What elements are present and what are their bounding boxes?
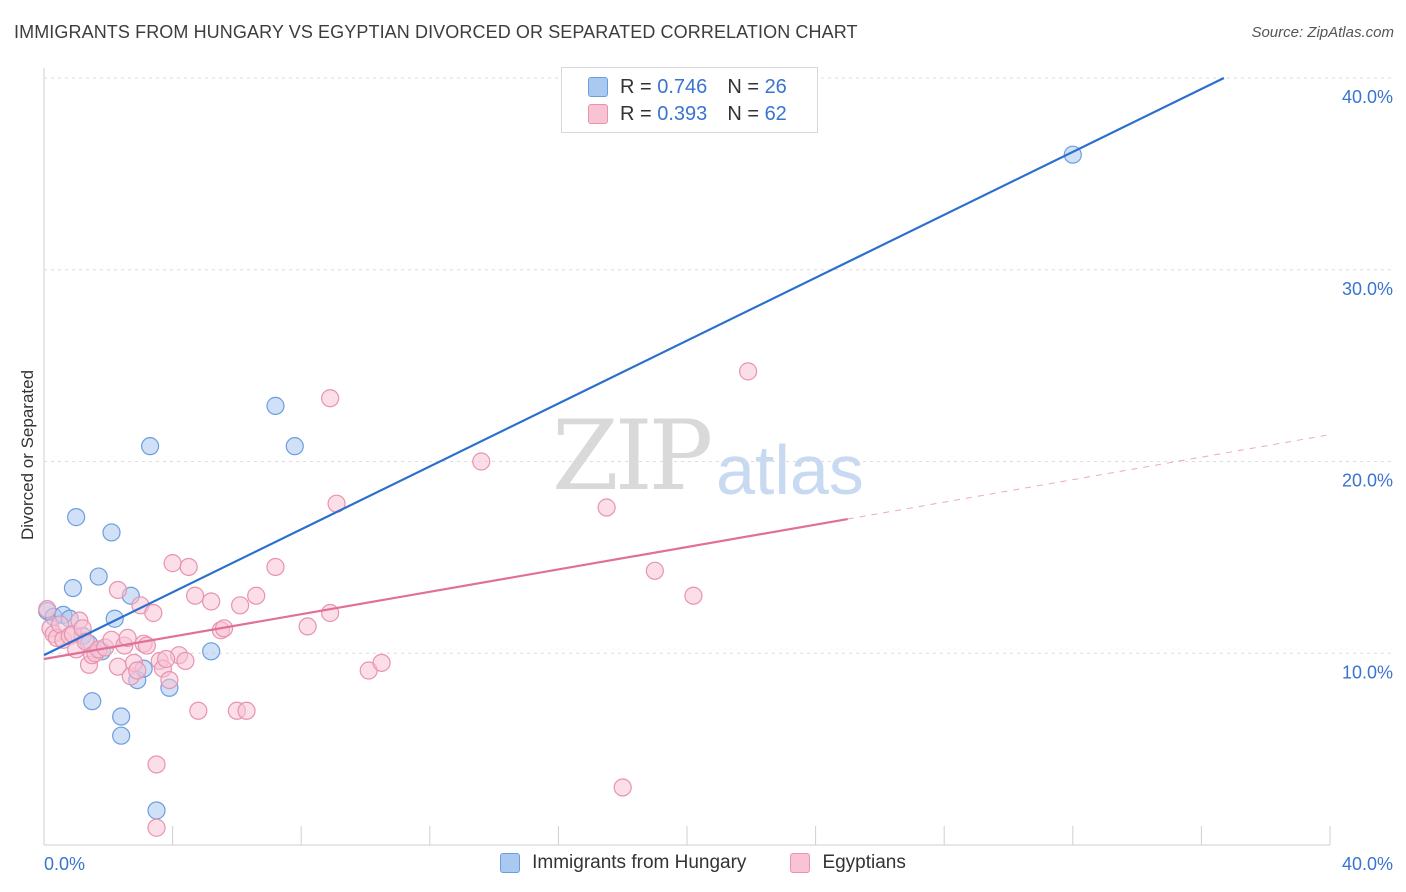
hungary-point	[202, 642, 221, 661]
r-value: 0.393	[657, 102, 708, 125]
hungary-point	[112, 707, 131, 726]
hungary-point	[112, 726, 131, 745]
egyptians-point	[128, 661, 147, 680]
egyptians-point	[472, 452, 491, 471]
hungary-point	[266, 396, 285, 415]
hungary-point	[285, 437, 304, 456]
axes	[43, 68, 1331, 846]
egyptians-point	[157, 649, 176, 669]
tick-labels: 10.0% 20.0% 30.0% 40.0% 0.0% 40.0%	[44, 87, 1393, 874]
r-label: R =	[620, 75, 652, 98]
watermark-zip: ZIP	[552, 400, 713, 512]
egyptians-point	[247, 586, 266, 605]
y-tick-label: 20.0%	[1342, 471, 1393, 491]
hungary-point	[140, 437, 160, 456]
r-value: 0.746	[657, 75, 708, 98]
hungary-swatch	[500, 853, 521, 873]
egyptians-point	[38, 600, 57, 619]
hungary-point	[147, 801, 166, 820]
stats-legend: R = 0.746 N = 26 R = 0.393 N = 62	[561, 67, 818, 133]
y-tick-label: 10.0%	[1342, 662, 1393, 682]
watermark-atlas: atlas	[716, 431, 864, 509]
source-label: Source: ZipAtlas.com	[1251, 24, 1394, 41]
series-legend: Immigrants from Hungary Egyptians	[0, 852, 1406, 874]
egyptians-trend-line	[43, 517, 848, 661]
x-tick-label: 0.0%	[44, 854, 85, 874]
egyptians-point	[613, 778, 632, 797]
hungary-point	[83, 692, 102, 711]
egyptians-point	[108, 580, 128, 600]
egyptians-point	[202, 592, 221, 611]
hungary-point	[63, 578, 83, 598]
stats-row-hungary: R = 0.746 N = 26	[588, 74, 787, 100]
x-tick-label: 40.0%	[1342, 854, 1393, 874]
y-tick-label: 40.0%	[1342, 87, 1393, 107]
legend-item-hungary[interactable]: Immigrants from Hungary	[500, 852, 746, 874]
egyptians-point	[118, 628, 137, 648]
egyptians-point	[237, 701, 256, 720]
n-label: N =	[727, 102, 759, 125]
hungary-point	[67, 508, 86, 527]
egyptians-point	[147, 755, 166, 774]
hungary-swatch	[588, 77, 608, 97]
n-value: 26	[764, 75, 787, 98]
egyptians-point	[144, 603, 163, 623]
egyptians-point	[231, 596, 250, 615]
stats-row-egyptians: R = 0.393 N = 62	[588, 101, 787, 127]
grid-lines	[44, 77, 1392, 654]
egyptians-point	[176, 651, 195, 671]
egyptians-trend-line-extension	[847, 434, 1331, 520]
n-label: N =	[727, 75, 759, 98]
hungary-point	[102, 523, 121, 542]
legend-label: Immigrants from Hungary	[532, 852, 747, 873]
egyptians-point	[186, 586, 205, 605]
chart-title: IMMIGRANTS FROM HUNGARY VS EGYPTIAN DIVO…	[14, 22, 858, 42]
legend-item-egyptians[interactable]: Egyptians	[790, 852, 906, 874]
y-tick-label: 30.0%	[1342, 279, 1393, 299]
egyptians-point	[160, 670, 179, 690]
egyptians-point	[163, 554, 182, 573]
egyptians-swatch	[588, 104, 608, 124]
hungary-point	[89, 567, 108, 586]
egyptians-point	[147, 818, 166, 837]
egyptians-point	[597, 498, 616, 517]
n-value: 62	[764, 102, 787, 125]
egyptians-point	[645, 561, 664, 580]
egyptians-swatch	[790, 853, 811, 873]
egyptians-point	[179, 557, 198, 577]
egyptians-point	[298, 617, 317, 636]
egyptians-point	[189, 701, 208, 720]
hungary-trend-line	[43, 77, 1225, 657]
egyptians-point	[684, 586, 703, 605]
egyptians-point	[321, 389, 340, 408]
legend-label: Egyptians	[822, 852, 906, 873]
data-points	[38, 145, 1082, 837]
egyptians-point	[372, 653, 391, 672]
r-label: R =	[620, 102, 652, 125]
trend-lines	[43, 77, 1331, 661]
egyptians-point	[266, 557, 285, 577]
egyptians-point	[738, 362, 758, 381]
